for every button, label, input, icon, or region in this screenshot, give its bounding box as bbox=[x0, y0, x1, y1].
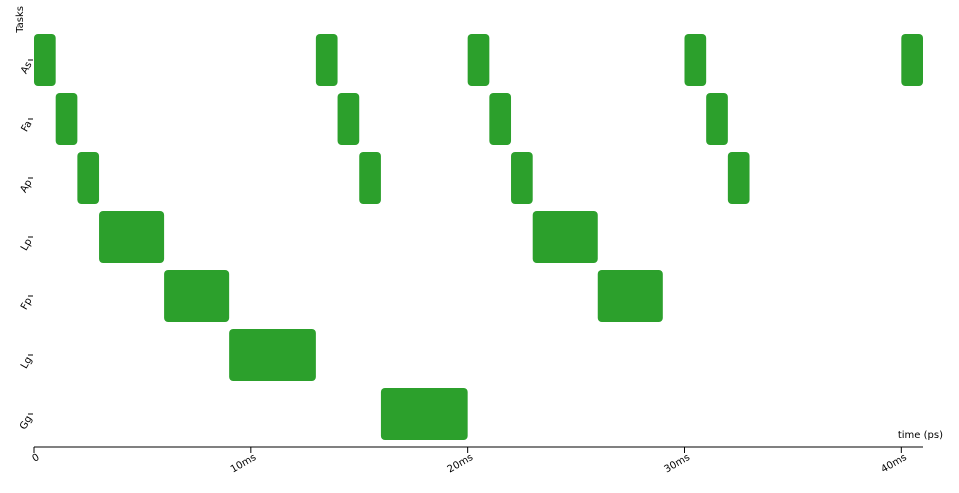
y-tick-label: Fp bbox=[19, 296, 35, 312]
task-bar bbox=[532, 211, 598, 263]
task-bar bbox=[727, 152, 750, 204]
task-bar bbox=[99, 211, 165, 263]
x-tick-label: 30ms bbox=[663, 452, 692, 475]
task-bar bbox=[597, 270, 663, 322]
x-tick-label: 40ms bbox=[879, 452, 908, 475]
x-tick-label: 10ms bbox=[229, 452, 258, 475]
x-axis-title: time (ps) bbox=[898, 430, 943, 441]
x-tick-label: 0 bbox=[30, 452, 41, 465]
task-bar bbox=[34, 34, 56, 86]
y-axis-title: Tasks bbox=[15, 6, 26, 34]
y-tick-label: Ap bbox=[18, 178, 34, 195]
task-bar bbox=[77, 152, 100, 204]
task-bar bbox=[901, 34, 923, 86]
task-bar bbox=[380, 388, 468, 440]
task-bar bbox=[489, 93, 512, 145]
x-tick-label: 20ms bbox=[446, 452, 475, 475]
y-tick-label: As bbox=[19, 60, 35, 76]
task-bar bbox=[55, 93, 78, 145]
task-bar bbox=[359, 152, 381, 204]
task-bar bbox=[684, 34, 707, 86]
y-tick-label: Lg bbox=[19, 355, 34, 371]
task-bar bbox=[467, 34, 490, 86]
task-bar bbox=[164, 270, 230, 322]
y-tick-label: Fa bbox=[20, 119, 35, 134]
task-bar bbox=[511, 152, 533, 204]
y-tick-label: Lp bbox=[19, 237, 34, 253]
task-bar bbox=[315, 34, 338, 86]
y-tick-label: Gg bbox=[18, 414, 35, 432]
task-bar bbox=[706, 93, 728, 145]
task-bar bbox=[337, 93, 360, 145]
task-bar bbox=[229, 329, 316, 381]
